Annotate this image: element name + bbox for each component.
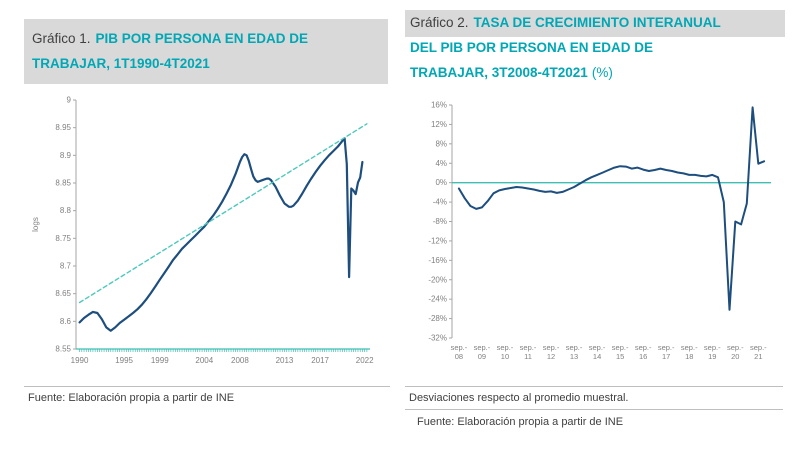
svg-text:8.95: 8.95 bbox=[55, 123, 71, 132]
svg-text:8.85: 8.85 bbox=[55, 179, 71, 188]
chart2-title-units: (%) bbox=[591, 65, 613, 80]
chart2-title-row3: TRABAJAR, 3T2008-4T2021 (%) bbox=[405, 60, 785, 85]
svg-text:sep.-: sep.- bbox=[727, 343, 744, 352]
svg-text:1999: 1999 bbox=[151, 356, 169, 365]
chart2-footer-divider-bottom bbox=[405, 409, 783, 410]
svg-text:17: 17 bbox=[662, 352, 670, 361]
svg-text:2022: 2022 bbox=[356, 356, 374, 365]
chart2-figure-label: Gráfico 2. bbox=[410, 15, 469, 30]
svg-text:-4%: -4% bbox=[433, 198, 447, 207]
svg-text:13: 13 bbox=[570, 352, 578, 361]
svg-text:-24%: -24% bbox=[428, 295, 447, 304]
svg-text:8.7: 8.7 bbox=[60, 262, 72, 271]
chart2-header: Gráfico 2. TASA DE CRECIMIENTO INTERANUAL… bbox=[405, 10, 785, 85]
svg-text:8.65: 8.65 bbox=[55, 289, 71, 298]
chart2-title-row1: Gráfico 2. TASA DE CRECIMIENTO INTERANUAL bbox=[405, 10, 785, 35]
svg-text:2017: 2017 bbox=[311, 356, 329, 365]
svg-text:8.9: 8.9 bbox=[60, 151, 72, 160]
svg-text:4%: 4% bbox=[435, 159, 447, 168]
chart1-title-row1: Gráfico 1. PIB POR PERSONA EN EDAD DE bbox=[32, 26, 378, 51]
svg-text:09: 09 bbox=[478, 352, 486, 361]
chart2-title-line1: TASA DE CRECIMIENTO INTERANUAL bbox=[473, 15, 721, 30]
svg-text:sep.-: sep.- bbox=[520, 343, 537, 352]
svg-text:8.8: 8.8 bbox=[60, 206, 72, 215]
svg-text:8.55: 8.55 bbox=[55, 345, 71, 354]
svg-text:0%: 0% bbox=[435, 178, 447, 187]
svg-text:16%: 16% bbox=[431, 101, 447, 110]
chart2-footer-divider-top bbox=[405, 386, 783, 387]
svg-text:19: 19 bbox=[708, 352, 716, 361]
svg-text:2013: 2013 bbox=[276, 356, 294, 365]
chart2-header-background bbox=[405, 10, 785, 37]
svg-text:-28%: -28% bbox=[428, 314, 447, 323]
svg-text:2008: 2008 bbox=[231, 356, 249, 365]
svg-text:2004: 2004 bbox=[195, 356, 213, 365]
pib-level-line-chart: 8.55 8.6 8.65 8.7 8.75 8.8 8.85 8.9 8.95 9 1990 199… bbox=[28, 90, 380, 375]
svg-text:12%: 12% bbox=[431, 120, 447, 129]
svg-text:-12%: -12% bbox=[428, 236, 447, 245]
svg-text:12: 12 bbox=[547, 352, 555, 361]
chart2-title-line3: TRABAJAR, 3T2008-4T2021 bbox=[410, 65, 588, 80]
svg-text:-8%: -8% bbox=[433, 217, 447, 226]
svg-text:sep.-: sep.- bbox=[750, 343, 767, 352]
svg-text:sep.-: sep.- bbox=[474, 343, 491, 352]
pib-growth-line-chart: 16% 12% 8% 4% 0% -4% -8% -12% -16% -20% -24% -28% -3… bbox=[408, 95, 785, 375]
svg-text:sep.-: sep.- bbox=[566, 343, 583, 352]
svg-text:11: 11 bbox=[524, 352, 532, 361]
svg-text:1990: 1990 bbox=[71, 356, 89, 365]
svg-text:8.6: 8.6 bbox=[60, 317, 72, 326]
chart1-footer-divider bbox=[24, 386, 390, 387]
svg-text:10: 10 bbox=[501, 352, 509, 361]
chart2-note: Desviaciones respecto al promedio muestr… bbox=[409, 392, 629, 404]
chart1-figure-label: Gráfico 1. bbox=[32, 31, 91, 46]
svg-text:14: 14 bbox=[593, 352, 601, 361]
svg-text:sep.-: sep.- bbox=[451, 343, 468, 352]
svg-text:20: 20 bbox=[731, 352, 739, 361]
svg-text:18: 18 bbox=[685, 352, 693, 361]
svg-text:sep.-: sep.- bbox=[612, 343, 629, 352]
svg-text:1995: 1995 bbox=[115, 356, 133, 365]
chart2-title-line2: DEL PIB POR PERSONA EN EDAD DE bbox=[410, 40, 654, 55]
svg-text:21: 21 bbox=[754, 352, 762, 361]
chart1-header: Gráfico 1. PIB POR PERSONA EN EDAD DE TRA… bbox=[24, 19, 388, 84]
svg-text:8%: 8% bbox=[435, 139, 447, 148]
svg-text:15: 15 bbox=[616, 352, 624, 361]
svg-text:9: 9 bbox=[67, 96, 72, 105]
svg-text:-32%: -32% bbox=[428, 334, 447, 343]
svg-text:8.75: 8.75 bbox=[55, 234, 71, 243]
svg-text:sep.-: sep.- bbox=[704, 343, 721, 352]
chart1-source: Fuente: Elaboración propia a partir de I… bbox=[28, 392, 235, 404]
chart1-title-line1: PIB POR PERSONA EN EDAD DE bbox=[95, 31, 309, 46]
svg-text:sep.-: sep.- bbox=[497, 343, 514, 352]
chart2-source: Fuente: Elaboración propia a partir de I… bbox=[417, 416, 624, 428]
svg-text:16: 16 bbox=[639, 352, 647, 361]
svg-text:sep.-: sep.- bbox=[543, 343, 560, 352]
chart1-title-line2: TRABAJAR, 1T1990-4T2021 bbox=[32, 56, 210, 71]
svg-text:-20%: -20% bbox=[428, 275, 447, 284]
svg-text:08: 08 bbox=[455, 352, 463, 361]
svg-text:-16%: -16% bbox=[428, 256, 447, 265]
svg-text:logs: logs bbox=[31, 217, 40, 232]
svg-text:sep.-: sep.- bbox=[681, 343, 698, 352]
svg-text:sep.-: sep.- bbox=[589, 343, 606, 352]
svg-text:sep.-: sep.- bbox=[658, 343, 675, 352]
svg-text:sep.-: sep.- bbox=[635, 343, 652, 352]
